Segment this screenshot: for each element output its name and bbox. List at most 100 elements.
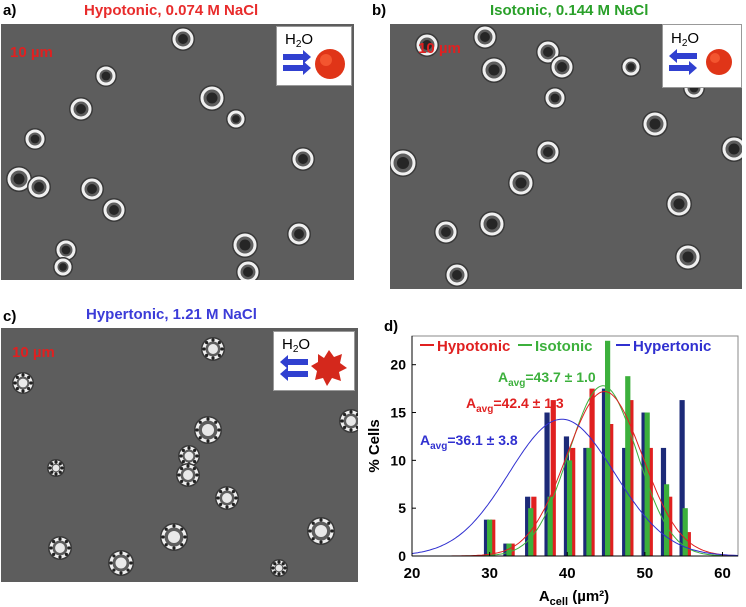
bar-isotonic — [625, 376, 631, 556]
cell-image — [621, 57, 641, 77]
x-tick-label: 60 — [714, 565, 731, 582]
cell-image — [69, 97, 93, 121]
bar-hypotonic — [490, 519, 496, 556]
annotation-avg-area: Aavg=36.1 ± 3.8 — [420, 432, 518, 452]
cell-image — [550, 55, 574, 79]
cell-image — [675, 244, 701, 270]
bar-hypertonic — [601, 388, 608, 556]
cell-image — [53, 257, 73, 277]
cell-image — [102, 198, 126, 222]
inset-a: H2O — [276, 26, 352, 86]
cell-image — [80, 177, 104, 201]
x-axis-label: Acell (µm²) — [539, 588, 609, 607]
cell-image — [479, 211, 505, 237]
cell-image — [199, 85, 225, 111]
cell-image — [666, 191, 692, 217]
svg-text:Hypotonic: Hypotonic — [437, 338, 510, 355]
cell-image — [270, 559, 288, 577]
annotation-avg-area: Aavg=42.4 ± 1.3 — [466, 395, 564, 415]
y-axis-label: % Cells — [366, 419, 383, 472]
svg-text:Isotonic: Isotonic — [535, 338, 593, 355]
water-label-icon: H2O — [285, 31, 313, 50]
cell-image — [12, 372, 34, 394]
cell-image — [47, 459, 65, 477]
cell-image — [236, 260, 260, 280]
svg-text:Hypertonic: Hypertonic — [633, 338, 711, 355]
cell-image — [481, 57, 507, 83]
bar-hypotonic — [628, 400, 634, 556]
bar-isotonic — [586, 447, 592, 556]
bar-isotonic — [605, 340, 611, 556]
cell-image — [508, 170, 534, 196]
shrunken-cell-icon: H2O — [280, 336, 347, 386]
cell-image — [721, 136, 742, 162]
cell-image — [232, 232, 258, 258]
inset-b: H2O — [662, 24, 742, 88]
panel-label-b: b) — [372, 2, 387, 19]
bar-hypertonic — [563, 436, 570, 556]
bar-isotonic — [487, 519, 493, 556]
bar-hypotonic — [608, 424, 614, 556]
cells-a — [6, 27, 315, 280]
legend-item-isotonic: Isotonic — [518, 338, 593, 355]
cell-image — [201, 337, 225, 361]
panel-label-d: d) — [384, 318, 399, 335]
svg-text:H2O: H2O — [282, 336, 310, 355]
bar-isotonic — [528, 508, 534, 556]
bar-hypotonic — [685, 532, 691, 556]
bar-hypotonic — [647, 447, 653, 556]
cells-c — [12, 337, 358, 577]
bar-isotonic — [506, 543, 512, 556]
cell-image — [544, 87, 566, 109]
bar-hypertonic — [679, 400, 685, 556]
cell-image — [339, 409, 358, 433]
bar-hypertonic — [583, 447, 589, 556]
cell-image — [95, 65, 117, 87]
y-tick-label: 20 — [390, 357, 406, 373]
bar-hypotonic — [589, 388, 595, 556]
cells-b — [390, 25, 742, 287]
scale-bar-label-c: 10 µm — [12, 344, 55, 361]
cell-image — [108, 550, 134, 576]
bar-isotonic — [663, 484, 670, 556]
annotation-avg-area: Aavg=43.7 ± 1.0 — [498, 369, 596, 389]
swollen-cell-icon: H2O — [283, 31, 345, 79]
cell-image — [415, 33, 439, 57]
cell-image — [536, 140, 560, 164]
fit-curve-hypertonic — [411, 418, 739, 556]
cell-image — [171, 27, 195, 51]
bar-isotonic — [682, 508, 688, 556]
normal-cell-icon: H2O — [669, 30, 732, 75]
inset-c: H2O — [273, 331, 355, 391]
bar-hypertonic — [641, 412, 647, 556]
scale-bar-label-a: 10 µm — [10, 44, 53, 61]
cell-image — [215, 486, 239, 510]
legend-item-hypotonic: Hypotonic — [420, 338, 510, 355]
cell-image — [473, 25, 497, 49]
cell-image — [160, 523, 188, 551]
panel-title-b: Isotonic, 0.144 M NaCl — [490, 2, 649, 19]
panel-title-c: Hypertonic, 1.21 M NaCl — [86, 306, 257, 323]
cell-image — [194, 416, 222, 444]
panel-label-a: a) — [3, 2, 17, 19]
scale-bar-label-b: 10 µm — [418, 40, 461, 57]
cell-image — [24, 128, 46, 150]
x-tick-label: 30 — [481, 565, 498, 582]
y-tick-label: 15 — [390, 405, 406, 421]
legend-item-hypertonic: Hypertonic — [616, 338, 711, 355]
svg-text:H2O: H2O — [671, 30, 699, 49]
bar-isotonic — [547, 496, 553, 556]
cell-image — [536, 40, 560, 64]
cell-image — [291, 147, 315, 171]
bar-isotonic — [644, 412, 650, 556]
cell-image — [390, 149, 417, 177]
x-tick-label: 20 — [404, 565, 421, 582]
bar-hypertonic — [622, 447, 628, 556]
cell-image — [48, 536, 72, 560]
bar-hypotonic — [509, 543, 515, 556]
bar-isotonic — [566, 460, 573, 556]
x-tick-label: 40 — [559, 565, 576, 582]
panel-title-a: Hypotonic, 0.074 M NaCl — [84, 2, 259, 19]
bar-hypotonic — [550, 400, 556, 556]
